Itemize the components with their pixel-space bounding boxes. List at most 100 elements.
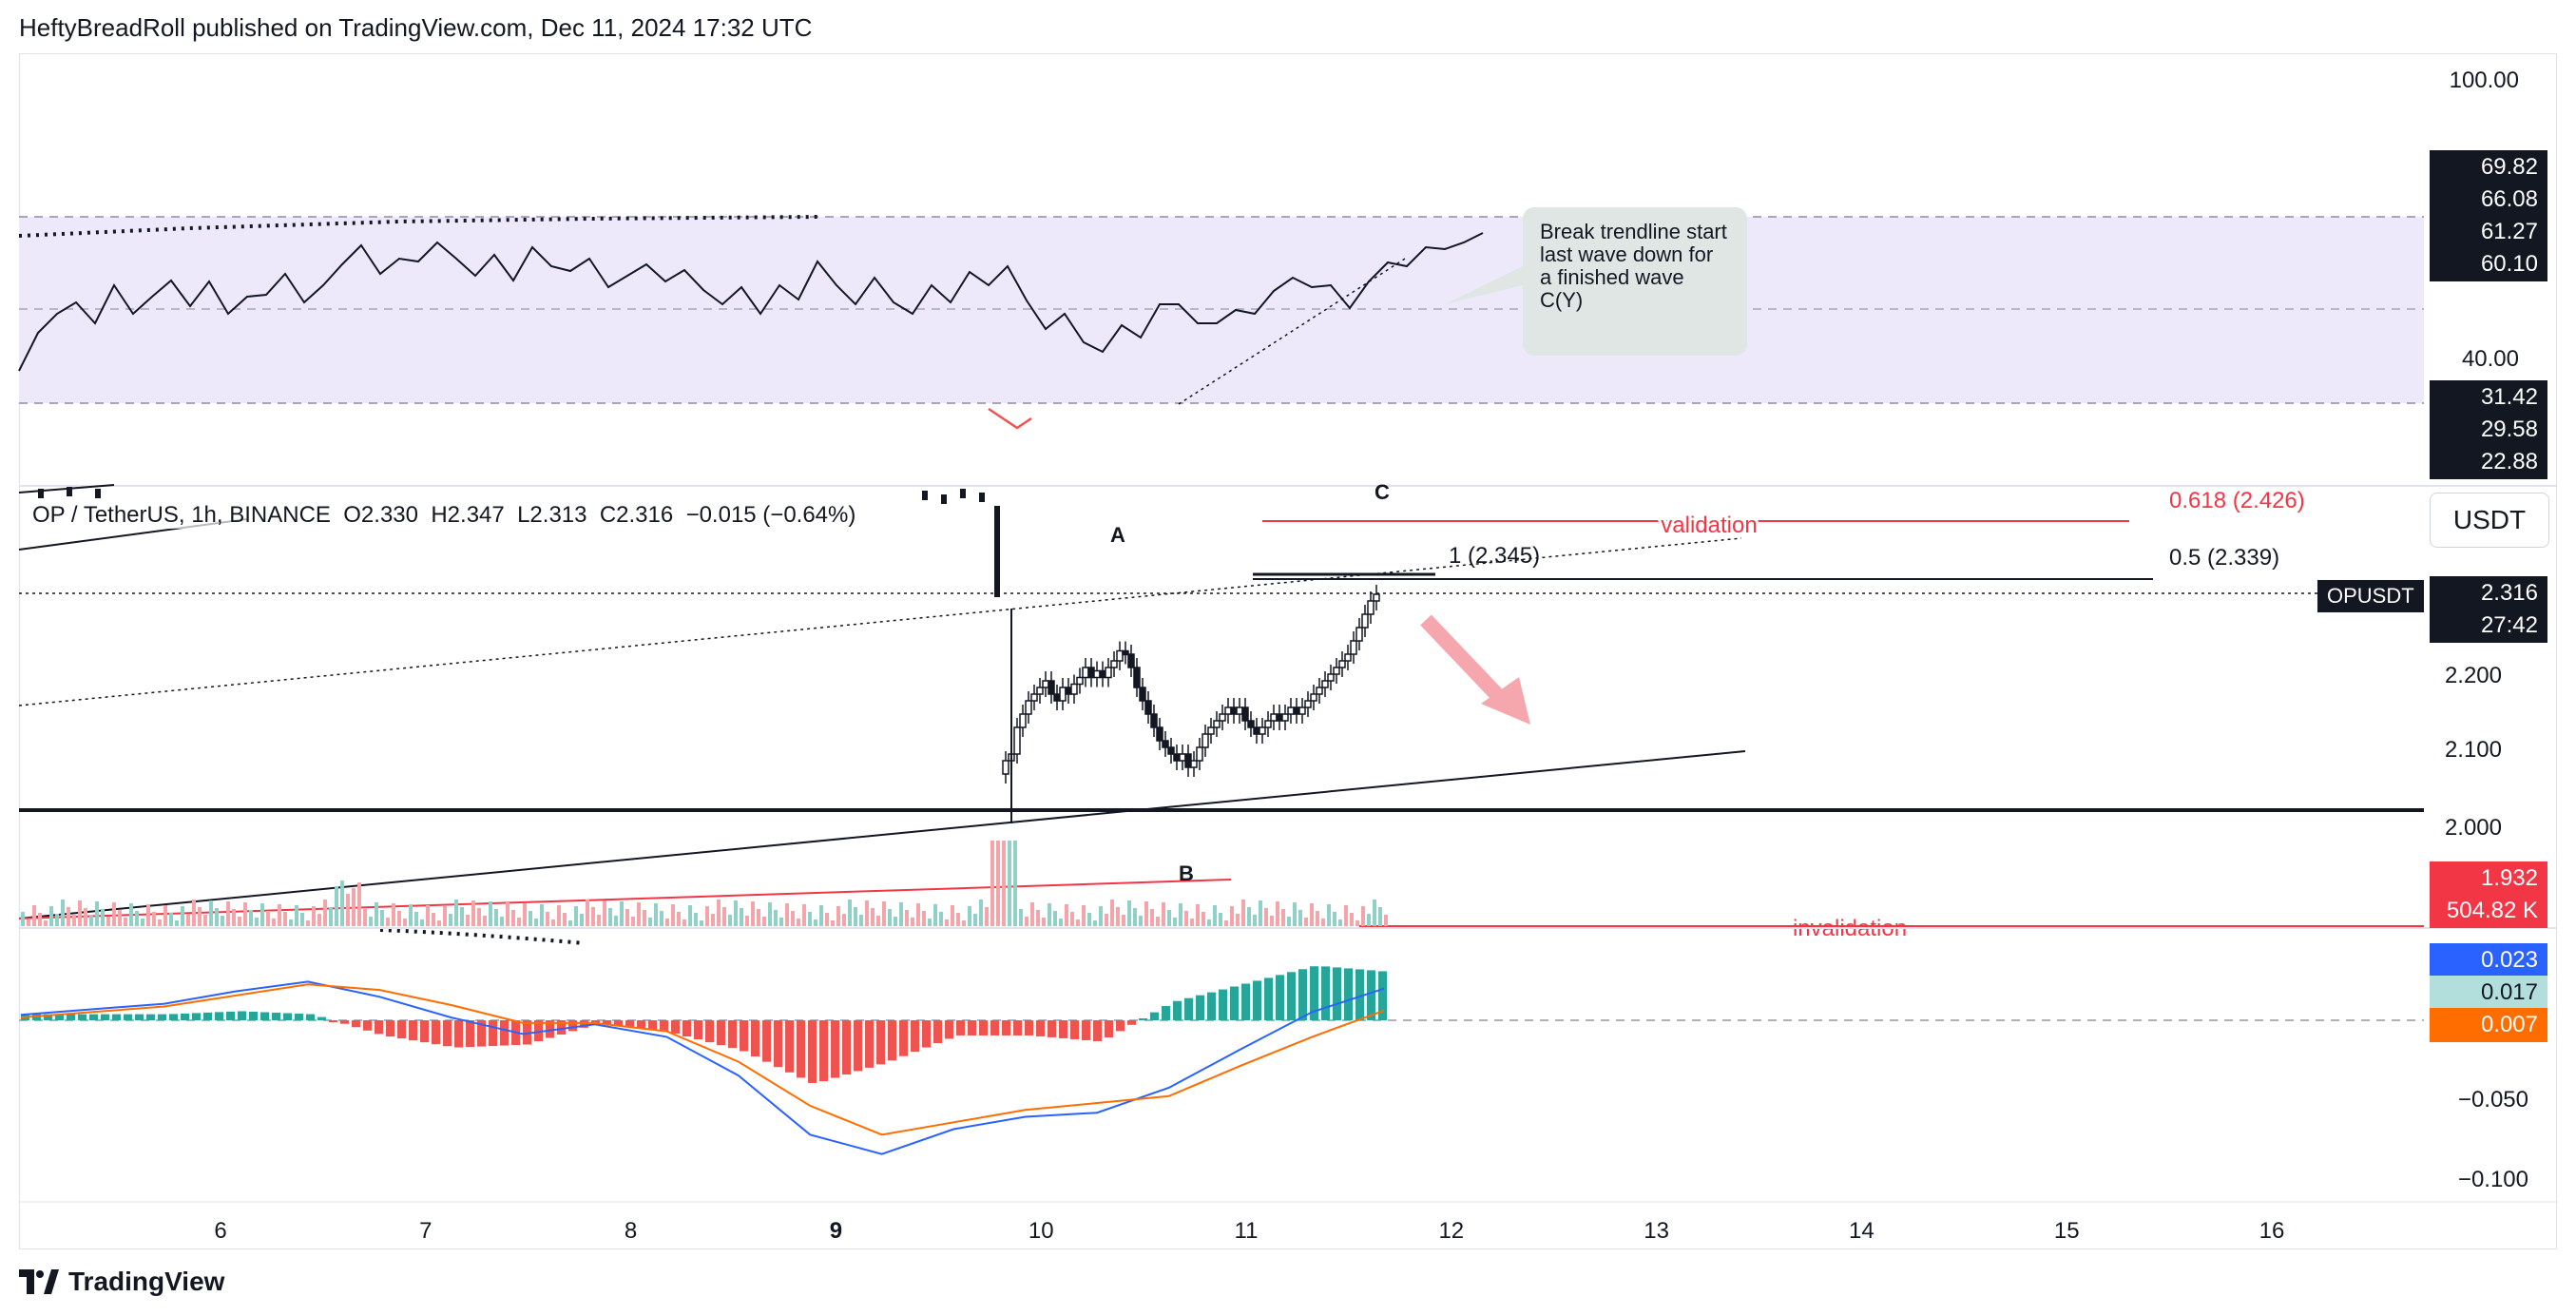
time-tick: 11: [1235, 1218, 1259, 1244]
volume-bar: [278, 904, 281, 926]
macd-hist-bar: [101, 1014, 109, 1020]
time-tick: 9: [830, 1218, 842, 1244]
macd-hist-bar: [797, 1020, 805, 1078]
volume-bar: [842, 914, 846, 926]
rsi-badge-4: 60.10: [2430, 247, 2547, 281]
volume-bar: [757, 909, 760, 926]
macd-hist-bar: [443, 1020, 452, 1047]
volume-bar: [32, 905, 36, 926]
macd-hist-bar: [1333, 967, 1341, 1020]
macd-hist-bar: [226, 1011, 235, 1020]
volume-bar: [84, 908, 87, 926]
tradingview-logo[interactable]: TradingView: [19, 1267, 224, 1297]
volume-bar: [1116, 907, 1120, 926]
volume-bar: [1042, 918, 1046, 926]
macd-hist-bar: [352, 1020, 360, 1028]
candle: [1361, 613, 1369, 629]
volume-bar: [637, 902, 641, 926]
volume-bar: [894, 917, 897, 926]
volume-bar: [460, 907, 464, 926]
macd-hist-bar: [580, 1020, 588, 1028]
volume-bar: [437, 920, 441, 926]
volume-bar: [973, 914, 977, 926]
volume-bar: [489, 901, 492, 926]
volume-bar: [620, 901, 624, 926]
macd-hist-bar: [169, 1014, 178, 1020]
volume-bar: [1219, 913, 1222, 926]
volume-bar: [933, 904, 937, 926]
candle: [1139, 687, 1146, 702]
macd-tick-100: −0.100: [2458, 1167, 2528, 1192]
legend-close: C2.316: [599, 502, 674, 528]
candle: [1059, 687, 1067, 702]
volume-bar: [449, 914, 452, 926]
volume-bar: [232, 909, 236, 926]
volume-bar: [409, 904, 413, 926]
macd-hist-bar: [329, 1020, 337, 1022]
volume-bar: [996, 841, 1000, 926]
macd-hist-bar: [865, 1020, 874, 1068]
candle: [1036, 687, 1044, 695]
volume-bar: [169, 913, 173, 926]
volume-bar: [61, 900, 65, 926]
macd-hist-bar: [660, 1020, 668, 1032]
macd-hist-bar: [523, 1020, 531, 1045]
candle: [1304, 700, 1312, 708]
volume-bar: [158, 919, 162, 926]
volume-bar: [1276, 901, 1279, 926]
macd-hist-bar: [568, 1020, 577, 1032]
volume-bar: [1053, 911, 1057, 926]
volume-bar: [831, 920, 835, 926]
volume-bar: [1247, 907, 1251, 926]
legend-low: L2.313: [517, 502, 587, 528]
volume-bar: [591, 907, 595, 926]
validation-label: validation: [1661, 513, 1757, 538]
candle: [960, 489, 966, 498]
volume-bar: [255, 918, 259, 926]
time-tick: 14: [1849, 1218, 1874, 1244]
time-tick: 12: [1438, 1218, 1464, 1244]
time-tick: 7: [419, 1218, 432, 1244]
publish-header: HeftyBreadRoll published on TradingView.…: [19, 13, 813, 42]
annotation-note[interactable]: Break trendline start last wave down for…: [1523, 207, 1747, 356]
candle: [1287, 706, 1295, 715]
currency-button[interactable]: USDT: [2430, 493, 2549, 548]
macd-hist-bar: [671, 1020, 680, 1034]
candle: [38, 489, 44, 498]
note-pointer: [1445, 266, 1523, 304]
macd-pane: −0.050 −0.100: [19, 927, 2557, 1192]
volume-bar: [1099, 906, 1103, 926]
volume-bar: [380, 910, 384, 926]
volume-bar: [1384, 915, 1388, 926]
rising-trendline: [18, 750, 1746, 919]
volume-bar: [141, 919, 144, 926]
volume-bar: [859, 915, 863, 926]
volume-bar: [1333, 912, 1336, 926]
volume-bar: [72, 915, 76, 926]
macd-hist-bar: [922, 1020, 931, 1048]
candle: [1270, 713, 1278, 722]
volume-bar: [221, 916, 224, 926]
volume-bar: [694, 913, 698, 926]
volume-bar: [717, 900, 721, 926]
candle: [922, 491, 928, 500]
macd-line: [20, 980, 1385, 1155]
macd-hist-bar: [1230, 986, 1239, 1020]
volume-bar: [403, 919, 407, 926]
macd-hist-bar: [956, 1020, 965, 1035]
rsi-band: [19, 217, 2424, 403]
symbol-legend: OP / TetherUS, 1h, BINANCE O2.330 H2.347…: [32, 502, 856, 529]
volume-bar: [272, 919, 276, 926]
legend-open: O2.330: [343, 502, 418, 528]
volume-bar: [1344, 905, 1348, 926]
price-tick-2000: 2.000: [2445, 815, 2502, 841]
candle: [1116, 649, 1124, 662]
macd-hist-bar: [1013, 1020, 1022, 1035]
volume-bar: [1150, 909, 1154, 926]
macd-hist-bar: [1344, 968, 1353, 1020]
candle: [1253, 726, 1260, 735]
volume-bar: [580, 914, 584, 926]
macd-hist-bar: [397, 1020, 406, 1039]
macd-hist-bar: [534, 1020, 543, 1042]
